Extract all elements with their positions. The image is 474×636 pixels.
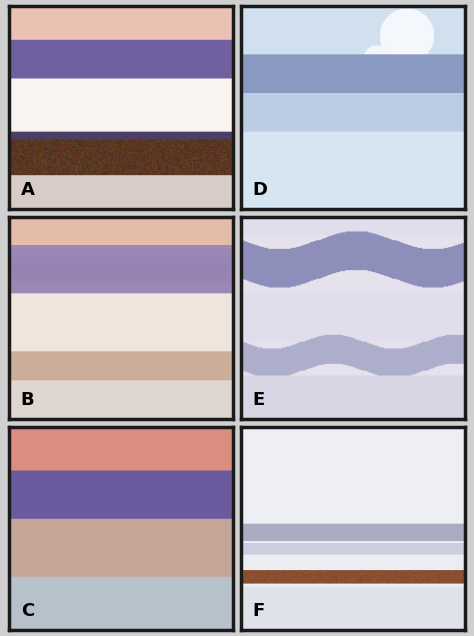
Text: D: D (253, 181, 268, 198)
Text: E: E (253, 391, 265, 409)
Text: B: B (21, 391, 34, 409)
Text: A: A (21, 181, 35, 198)
Text: C: C (21, 602, 34, 619)
Text: F: F (253, 602, 265, 619)
